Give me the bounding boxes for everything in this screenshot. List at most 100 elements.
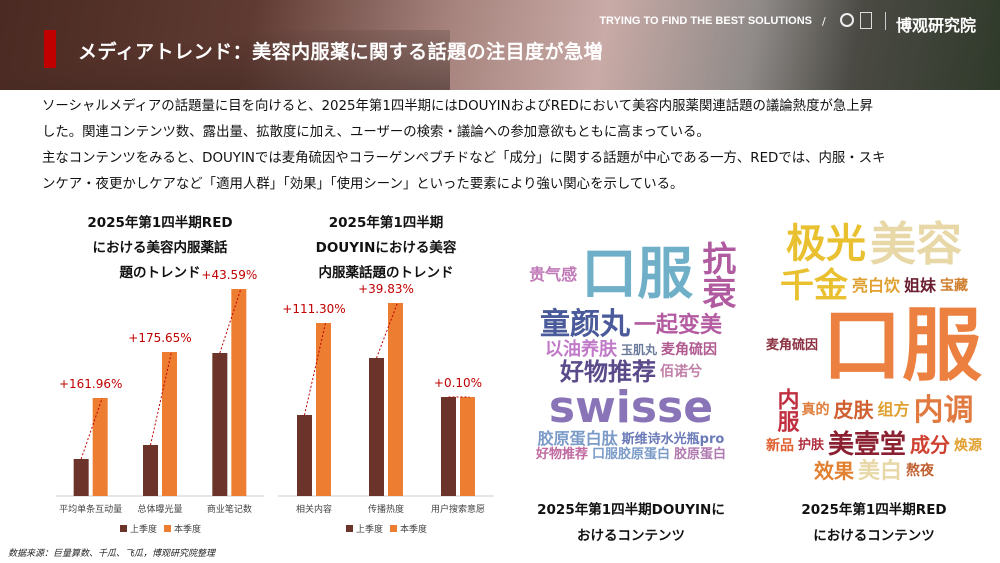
word-cloud-term: 成分 bbox=[910, 433, 951, 458]
category-label: 用户搜索意愿 bbox=[431, 503, 485, 515]
data-source: 数据来源：巨量算数、千瓜、飞瓜，博观研究院整理 bbox=[8, 549, 216, 559]
page-title: メディアトレンド：美容内服薬に関する話題の注目度が急増 bbox=[78, 41, 604, 63]
word-cloud-term: 美壹堂 bbox=[828, 430, 907, 461]
word-cloud-term: 佰诺兮 bbox=[660, 364, 702, 381]
bar-上季度 bbox=[297, 415, 312, 496]
growth-label: +43.59% bbox=[201, 268, 257, 282]
red-word-cloud-caption: 2025年第1四半期RED におけるコンテンツ bbox=[763, 497, 985, 549]
growth-label: +39.83% bbox=[358, 282, 414, 296]
body-text: ソーシャルメディアの話題量に目を向けると、2025年第1四半期にはDOUYINお… bbox=[42, 94, 972, 198]
category-label: 传播热度 bbox=[368, 503, 404, 515]
bar-上季度 bbox=[212, 353, 228, 496]
category-label: 商业笔记数 bbox=[207, 503, 252, 515]
chart-title: における美容内服薬話 bbox=[93, 239, 228, 256]
tagline-separator: / bbox=[822, 15, 826, 28]
word-cloud-term: 熬夜 bbox=[906, 462, 934, 479]
caption-line: 2025年第1四半期RED bbox=[801, 502, 947, 518]
legend-label: 上季度 bbox=[130, 523, 157, 535]
bar-本季度 bbox=[388, 303, 403, 496]
word-cloud-term: 好物推荐 bbox=[560, 357, 656, 386]
word-cloud-term: 姐妹 bbox=[904, 276, 937, 296]
body-line: した。関連コンテンツ数、露出量、拡散度に加え、ユーザーの検索・議論への参加意欲も… bbox=[42, 125, 710, 140]
growth-label: +0.10% bbox=[434, 376, 482, 390]
word-cloud-term: 胶原蛋白肽 bbox=[537, 429, 618, 449]
douyin-word-cloud: 贵气感 口服 抗衰 童颜丸 一起变美 以油养肤 玉肌丸 麦角硫因 好物推荐 佰诺兮 swisse 胶原… bbox=[515, 208, 747, 495]
word-cloud-term: 美白 bbox=[857, 458, 902, 484]
body-line: ンケア・夜更かしケアなど「適用人群」「効果」「使用シーン」といった要素により強い… bbox=[42, 177, 684, 192]
word-cloud-term: 新品 bbox=[765, 437, 794, 454]
bar-上季度 bbox=[73, 459, 89, 496]
word-cloud-term: 一起变美 bbox=[633, 312, 722, 338]
body-line: ソーシャルメディアの話題量に目を向けると、2025年第1四半期にはDOUYINお… bbox=[42, 99, 874, 114]
title-accent-bar bbox=[44, 30, 56, 68]
growth-label: +111.30% bbox=[282, 302, 345, 316]
douyin-word-cloud-caption: 2025年第1四半期DOUYINに おけるコンテンツ bbox=[515, 497, 747, 549]
word-cloud-term: 美容 bbox=[870, 217, 962, 272]
word-cloud-term: 组方 bbox=[877, 399, 910, 419]
word-cloud-term: 口服 bbox=[822, 299, 982, 393]
logo-icon bbox=[840, 13, 854, 27]
word-cloud-term: swisse bbox=[548, 381, 714, 433]
brand-name: 博观研究院 bbox=[896, 16, 977, 35]
word-cloud-term: 极光 bbox=[786, 221, 866, 268]
word-cloud-term: 效果 bbox=[813, 458, 854, 483]
word-cloud-term: 贵气感 bbox=[529, 264, 578, 284]
body-line: 主なコンテンツをみると、DOUYINでは麦角硫因やコラーゲンペプチドなど「成分」… bbox=[42, 151, 886, 166]
legend-label: 本季度 bbox=[174, 523, 201, 535]
caption-line: におけるコンテンツ bbox=[813, 528, 935, 544]
growth-dashed-line bbox=[376, 302, 398, 359]
word-cloud-term: 内服 bbox=[773, 388, 799, 433]
growth-label: +175.65% bbox=[128, 331, 191, 345]
word-cloud-term: 麦角硫因 bbox=[765, 338, 818, 354]
bar-本季度 bbox=[162, 352, 177, 496]
category-label: 平均单条互动量 bbox=[59, 503, 122, 515]
word-cloud-term: 护肤 bbox=[797, 438, 824, 454]
word-cloud-term: 好物推荐 bbox=[535, 446, 588, 462]
logo-divider bbox=[885, 12, 886, 30]
chart-title: DOUYINにおける美容 bbox=[316, 239, 457, 256]
logo-mark-icon bbox=[860, 12, 872, 29]
chart-title: 2025年第1四半期RED bbox=[87, 214, 232, 231]
chart-title: 題のトレンド bbox=[120, 265, 201, 281]
word-cloud-term: 宝藏 bbox=[940, 278, 969, 295]
legend-swatch bbox=[390, 525, 397, 532]
caption-line: おけるコンテンツ bbox=[577, 528, 685, 544]
word-cloud-term: 以油养肤 bbox=[544, 338, 617, 360]
bar-上季度 bbox=[441, 397, 456, 496]
bar-本季度 bbox=[316, 323, 331, 496]
word-cloud-term: 麦角硫因 bbox=[661, 341, 717, 358]
legend-label: 本季度 bbox=[400, 523, 427, 535]
growth-dashed-line bbox=[219, 288, 242, 354]
header-banner: メディアトレンド：美容内服薬に関する話題の注目度が急増 TRYING TO FI… bbox=[0, 0, 1000, 90]
growth-label: +161.96% bbox=[59, 377, 122, 391]
bar-本季度 bbox=[231, 289, 247, 496]
bar-本季度 bbox=[92, 398, 108, 496]
word-cloud-term: 玉肌丸 bbox=[620, 343, 657, 358]
bar-上季度 bbox=[369, 358, 384, 496]
chart-title: 2025年第1四半期 bbox=[329, 214, 443, 231]
word-cloud-term: 抗衰 bbox=[695, 241, 736, 310]
word-cloud-term: 内调 bbox=[913, 392, 974, 428]
red-word-cloud: 极光 美容 千金 亮白饮 姐妹 宝藏麦角硫因 口服 内服 真的 皮肤 组方 内调新品 护肤 美壹堂 成分 焕源… bbox=[763, 208, 985, 495]
word-cloud-term: 斯维诗水光瓶pro bbox=[621, 431, 725, 447]
category-label: 总体曝光量 bbox=[137, 503, 182, 515]
category-label: 相关内容 bbox=[296, 503, 332, 515]
tagline: TRYING TO FIND THE BEST SOLUTIONS bbox=[599, 15, 812, 27]
chart-title: 内服薬話題のトレンド bbox=[319, 264, 454, 281]
caption-line: 2025年第1四半期DOUYINに bbox=[537, 502, 725, 518]
word-cloud-term: 千金 bbox=[779, 265, 848, 306]
word-cloud-term: 皮肤 bbox=[833, 397, 874, 422]
word-cloud-term: 口服 bbox=[581, 241, 694, 307]
word-cloud-term: 焕源 bbox=[954, 437, 983, 454]
word-cloud-term: 亮白饮 bbox=[851, 276, 900, 296]
legend-swatch bbox=[120, 525, 127, 532]
word-cloud-term: 真的 bbox=[801, 401, 830, 418]
legend-swatch bbox=[346, 525, 353, 532]
growth-dashed-line bbox=[80, 397, 103, 460]
word-cloud-term: 胶原蛋白 bbox=[674, 446, 727, 462]
bar-本季度 bbox=[460, 397, 475, 496]
word-cloud-term: 口服胶原蛋白 bbox=[591, 446, 670, 462]
word-cloud-term: 童颜丸 bbox=[539, 307, 630, 343]
